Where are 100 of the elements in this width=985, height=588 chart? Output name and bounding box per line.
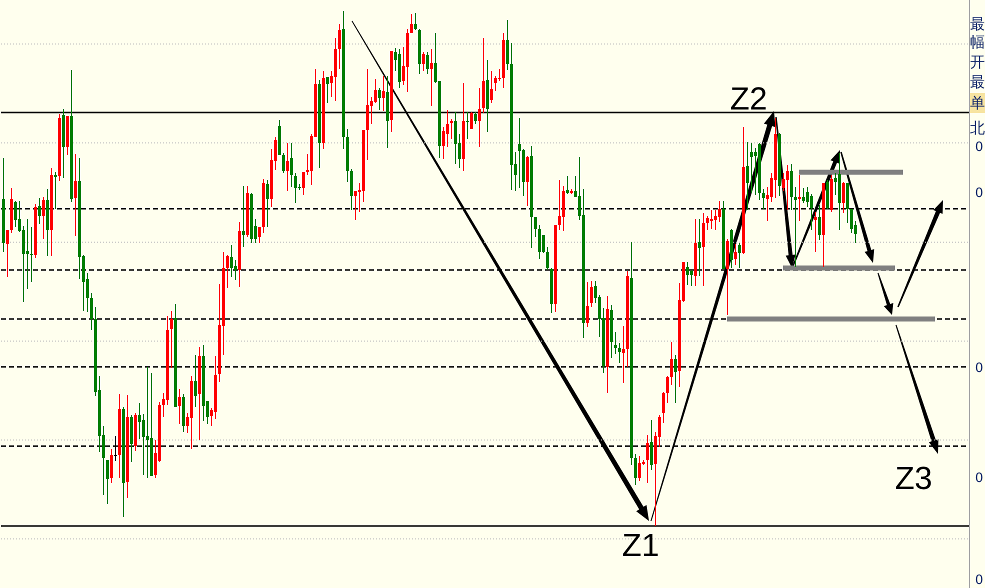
- candlestick: [618, 342, 621, 364]
- candlestick: [586, 282, 589, 328]
- candlestick: [286, 142, 289, 192]
- candlestick: [518, 118, 521, 188]
- candlestick: [738, 242, 741, 268]
- candlestick: [718, 200, 721, 222]
- candlestick: [754, 148, 757, 196]
- candlestick: [474, 112, 477, 124]
- candlestick: [42, 196, 45, 240]
- candlestick: [786, 164, 789, 210]
- candlestick: [170, 310, 173, 368]
- candlestick: [842, 182, 845, 214]
- text: 0: [975, 572, 984, 588]
- candlestick: [110, 448, 113, 484]
- candlestick: [6, 230, 9, 278]
- candlestick: [686, 262, 689, 286]
- candlestick: [638, 456, 641, 482]
- candlestick: [762, 188, 765, 210]
- annotation: Z3: [895, 460, 932, 496]
- candlestick: [506, 20, 509, 70]
- candlestick: [746, 142, 749, 210]
- candlestick: [382, 76, 385, 112]
- text: 最: [970, 72, 985, 90]
- candlestick: [558, 180, 561, 230]
- candlestick: [74, 154, 77, 236]
- text: 0: [975, 186, 984, 200]
- candlestick: [54, 172, 57, 210]
- candlestick: [634, 454, 637, 486]
- candlestick: [538, 224, 541, 260]
- candlestick: [338, 24, 341, 70]
- candlestick: [30, 226, 33, 282]
- candlestick: [646, 434, 649, 484]
- candlestick: [378, 88, 381, 110]
- candlestick: [374, 78, 377, 104]
- candlestick: [590, 280, 593, 308]
- candlestick: [614, 332, 617, 354]
- candlestick: [702, 212, 705, 286]
- candlestick: [146, 366, 149, 478]
- text: 单: [970, 93, 985, 113]
- candlestick: [266, 180, 269, 228]
- text: 最: [970, 14, 985, 32]
- candlestick: [90, 292, 93, 330]
- candlestick: [802, 188, 805, 204]
- candlestick: [674, 354, 677, 404]
- candlestick: [650, 420, 653, 470]
- candlestick: [494, 76, 497, 92]
- candlestick: [414, 12, 417, 30]
- candlestick: [698, 218, 701, 276]
- text: 0: [975, 360, 984, 376]
- candlestick: [326, 76, 329, 104]
- candlestick: [818, 204, 821, 240]
- candlestick: [734, 244, 737, 266]
- candlestick: [566, 176, 569, 194]
- candlestick: [798, 174, 801, 222]
- candlestick: [354, 190, 357, 220]
- candlestick: [794, 186, 797, 268]
- text: 开: [970, 52, 985, 70]
- candlestick: [470, 112, 473, 130]
- candlestick: [498, 68, 501, 82]
- candlestick: [806, 186, 809, 208]
- candlestick: [302, 172, 305, 196]
- candlestick: [294, 172, 297, 204]
- candlestick: [282, 152, 285, 174]
- candlestick: [706, 216, 709, 230]
- candlestick: [546, 246, 549, 270]
- candlestick: [178, 388, 181, 424]
- candlestick: [446, 110, 449, 148]
- annotation: Z2: [730, 80, 768, 116]
- candlestick: [106, 460, 109, 504]
- candlestick: [450, 118, 453, 140]
- candlestick: [710, 210, 713, 230]
- candlestick: [38, 198, 41, 224]
- text: 0: [975, 470, 984, 486]
- candlestick: [478, 88, 481, 148]
- text: 北: [970, 118, 985, 136]
- candlestick: [290, 142, 293, 188]
- candlestick: [850, 208, 853, 234]
- candlestick: [622, 326, 625, 384]
- candlestick: [662, 392, 665, 424]
- candlestick: [814, 212, 817, 252]
- candlestick: [138, 402, 141, 440]
- candlestick: [258, 226, 261, 244]
- candlestick: [234, 260, 237, 280]
- candlestick: [226, 254, 229, 288]
- candlestick: [714, 210, 717, 230]
- candlestick: [194, 354, 197, 408]
- candlestick: [454, 112, 457, 164]
- candlestick: [750, 142, 753, 194]
- annotation: Z1: [622, 527, 660, 563]
- candlestick: [534, 216, 537, 238]
- candlestick: [670, 342, 673, 386]
- candlestick: [442, 126, 445, 160]
- candlestick: [690, 270, 693, 286]
- candlestick: [466, 112, 469, 140]
- candlestick: [26, 218, 29, 290]
- candlestick: [426, 52, 429, 74]
- candlestick: [490, 70, 493, 104]
- candlestick: [242, 186, 245, 248]
- candlestick: [142, 414, 145, 476]
- text: 幅: [970, 32, 985, 50]
